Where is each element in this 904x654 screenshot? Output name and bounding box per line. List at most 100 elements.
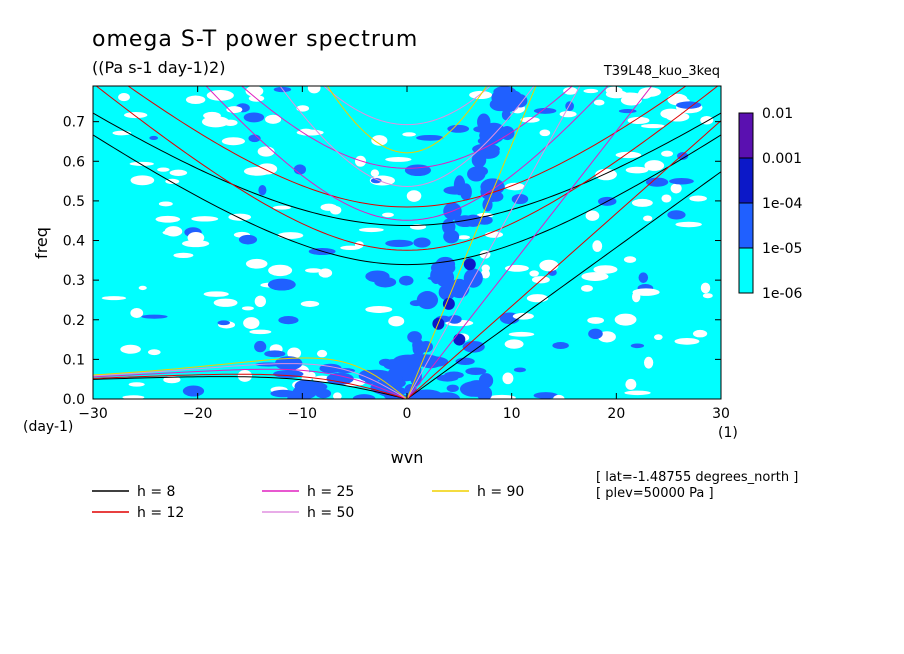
legend-label: h = 12 <box>137 505 184 521</box>
contour-blob <box>118 93 130 102</box>
contour-blob <box>563 87 578 95</box>
contour-blob <box>552 342 569 350</box>
legend-label: h = 8 <box>137 484 175 500</box>
contour-blob <box>385 239 414 248</box>
rossby-curve <box>93 376 408 399</box>
contour-blob <box>316 349 328 358</box>
contour-blob <box>305 268 322 273</box>
contour-blob <box>615 151 642 159</box>
contour-blob <box>147 349 161 356</box>
contour-blob <box>293 164 307 175</box>
colorbar-level: 1e-04 <box>762 196 802 212</box>
contour-blob <box>257 146 275 157</box>
contour-blob <box>539 259 559 272</box>
contour-blob <box>455 357 475 366</box>
contour-blob <box>272 205 291 210</box>
x-axis-label: wvn <box>391 448 424 467</box>
contour-blob <box>254 295 266 308</box>
contour-blob <box>692 329 708 338</box>
contour-blob <box>124 112 148 119</box>
contour-blob <box>258 185 267 196</box>
x-unit-label: (1) <box>718 425 738 441</box>
contour-blob <box>365 270 390 283</box>
contour-blob <box>539 129 551 137</box>
contour-blob <box>358 227 384 233</box>
contour-blob <box>238 234 258 245</box>
gravity-curve <box>322 86 492 126</box>
contour-blob <box>447 124 470 133</box>
rossby-curve <box>93 368 408 399</box>
colorbar-level: 1e-06 <box>762 286 802 302</box>
rossby-curve <box>93 373 408 399</box>
contour-blob <box>588 328 603 340</box>
y-tick-label: 0.0 <box>63 392 85 408</box>
contour-blob <box>581 284 593 292</box>
contour-blob <box>583 88 599 94</box>
gravity-curve <box>240 86 574 169</box>
x-tick-label: 30 <box>712 406 730 422</box>
colorbar-swatch <box>738 112 754 159</box>
contour-blob <box>365 306 393 313</box>
contour-blob <box>333 392 342 399</box>
contour-blob <box>257 163 278 175</box>
contour-blob <box>245 86 264 97</box>
contour-blob <box>627 116 650 125</box>
contour-blob <box>476 215 493 225</box>
contour-blob <box>173 252 194 258</box>
gravity-curve <box>93 134 721 266</box>
colorbar: 0.01 0.001 1e-04 1e-05 1e-06 <box>738 106 802 302</box>
x-tick-label: 20 <box>607 406 625 422</box>
contour-blob <box>677 152 689 160</box>
contour-blob <box>217 320 230 326</box>
contour-blob <box>661 194 672 203</box>
x-tick-label: −30 <box>78 406 108 422</box>
contour-blob <box>249 329 272 335</box>
colorbar-level: 0.01 <box>762 106 793 122</box>
contour-blob <box>483 122 505 137</box>
contour-blob <box>618 109 637 114</box>
kelvin-curve <box>406 120 721 399</box>
y-tick-label: 0.2 <box>63 313 85 329</box>
kelvin-curve <box>406 86 653 399</box>
contour-blob <box>529 270 539 277</box>
contour-blob <box>298 128 314 136</box>
contour-blob <box>352 394 376 399</box>
contour-blob <box>155 215 181 223</box>
contour-blob <box>435 256 456 272</box>
y-tick-label: 0.6 <box>63 154 85 170</box>
contour-blob <box>101 296 127 301</box>
y-axis: 0.0 0.1 0.2 0.3 0.4 0.5 0.6 0.7 <box>63 115 721 408</box>
contour-blob <box>201 116 230 128</box>
y-unit-label: (day-1) <box>23 419 73 435</box>
contour-blob <box>300 300 320 307</box>
contour-blob <box>237 370 253 382</box>
contour-blob <box>632 291 641 303</box>
contour-blob <box>484 231 504 238</box>
contour-blob <box>265 114 282 124</box>
contour-blob <box>644 160 665 171</box>
contour-blob <box>318 268 333 278</box>
contour-blob <box>670 183 682 194</box>
contour-blob <box>287 392 306 399</box>
chart-title: omega S-T power spectrum <box>92 27 418 52</box>
contour-blob <box>402 132 416 137</box>
contour-blob <box>149 135 159 141</box>
x-tick-label: 10 <box>503 406 521 422</box>
y-tick-label: 0.4 <box>63 234 85 250</box>
contour-blob <box>700 115 714 125</box>
contour-blob <box>138 285 147 291</box>
contour-blob <box>243 317 260 329</box>
contour-blob <box>382 212 394 218</box>
contour-blob <box>329 205 342 215</box>
contour-blob <box>453 175 466 196</box>
contour-blob <box>676 101 702 109</box>
contour-blob <box>667 210 686 220</box>
legend: h = 8 h = 12 h = 25 h = 50 h = 90 <box>92 484 524 521</box>
contour-blob <box>447 314 462 324</box>
contour-blob <box>504 339 524 349</box>
x-axis: −30 −20 −10 0 10 20 30 <box>78 86 730 422</box>
rossby-curve <box>93 363 408 399</box>
contour-blob <box>443 229 460 244</box>
contour-blob <box>587 317 605 324</box>
contour-blob <box>457 235 470 240</box>
